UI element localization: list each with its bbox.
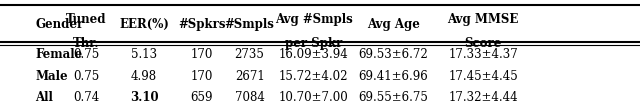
Text: 17.45±4.45: 17.45±4.45 xyxy=(449,70,518,83)
Text: 5.13: 5.13 xyxy=(131,48,157,61)
Text: 16.09±3.94: 16.09±3.94 xyxy=(279,48,348,61)
Text: 17.32±4.44: 17.32±4.44 xyxy=(449,91,518,104)
Text: Avg MMSE: Avg MMSE xyxy=(447,13,519,26)
Text: #Smpls: #Smpls xyxy=(225,18,275,31)
Text: 17.33±4.37: 17.33±4.37 xyxy=(449,48,518,61)
Text: Male: Male xyxy=(35,70,68,83)
Text: 10.70±7.00: 10.70±7.00 xyxy=(279,91,348,104)
Text: 4.98: 4.98 xyxy=(131,70,157,83)
Text: Thr.: Thr. xyxy=(73,37,100,50)
Text: Avg #Smpls: Avg #Smpls xyxy=(275,13,353,26)
Text: per Spkr: per Spkr xyxy=(285,37,342,50)
Text: 2735: 2735 xyxy=(235,48,264,61)
Text: 69.41±6.96: 69.41±6.96 xyxy=(359,70,428,83)
Text: Gender: Gender xyxy=(35,18,83,31)
Text: All: All xyxy=(35,91,53,104)
Text: 0.75: 0.75 xyxy=(73,48,100,61)
Text: Tuned: Tuned xyxy=(66,13,107,26)
Text: Female: Female xyxy=(35,48,83,61)
Text: 170: 170 xyxy=(191,48,212,61)
Text: 15.72±4.02: 15.72±4.02 xyxy=(279,70,348,83)
Text: EER(%): EER(%) xyxy=(119,18,169,31)
Text: 0.74: 0.74 xyxy=(73,91,100,104)
Text: 69.53±6.72: 69.53±6.72 xyxy=(359,48,428,61)
Text: 69.55±6.75: 69.55±6.75 xyxy=(358,91,429,104)
Text: #Spkrs: #Spkrs xyxy=(178,18,225,31)
Text: 2671: 2671 xyxy=(235,70,264,83)
Text: Avg Age: Avg Age xyxy=(367,18,420,31)
Text: Score: Score xyxy=(465,37,502,50)
Text: 659: 659 xyxy=(190,91,213,104)
Text: 3.10: 3.10 xyxy=(130,91,158,104)
Text: 0.75: 0.75 xyxy=(73,70,100,83)
Text: 7084: 7084 xyxy=(235,91,264,104)
Text: 170: 170 xyxy=(191,70,212,83)
